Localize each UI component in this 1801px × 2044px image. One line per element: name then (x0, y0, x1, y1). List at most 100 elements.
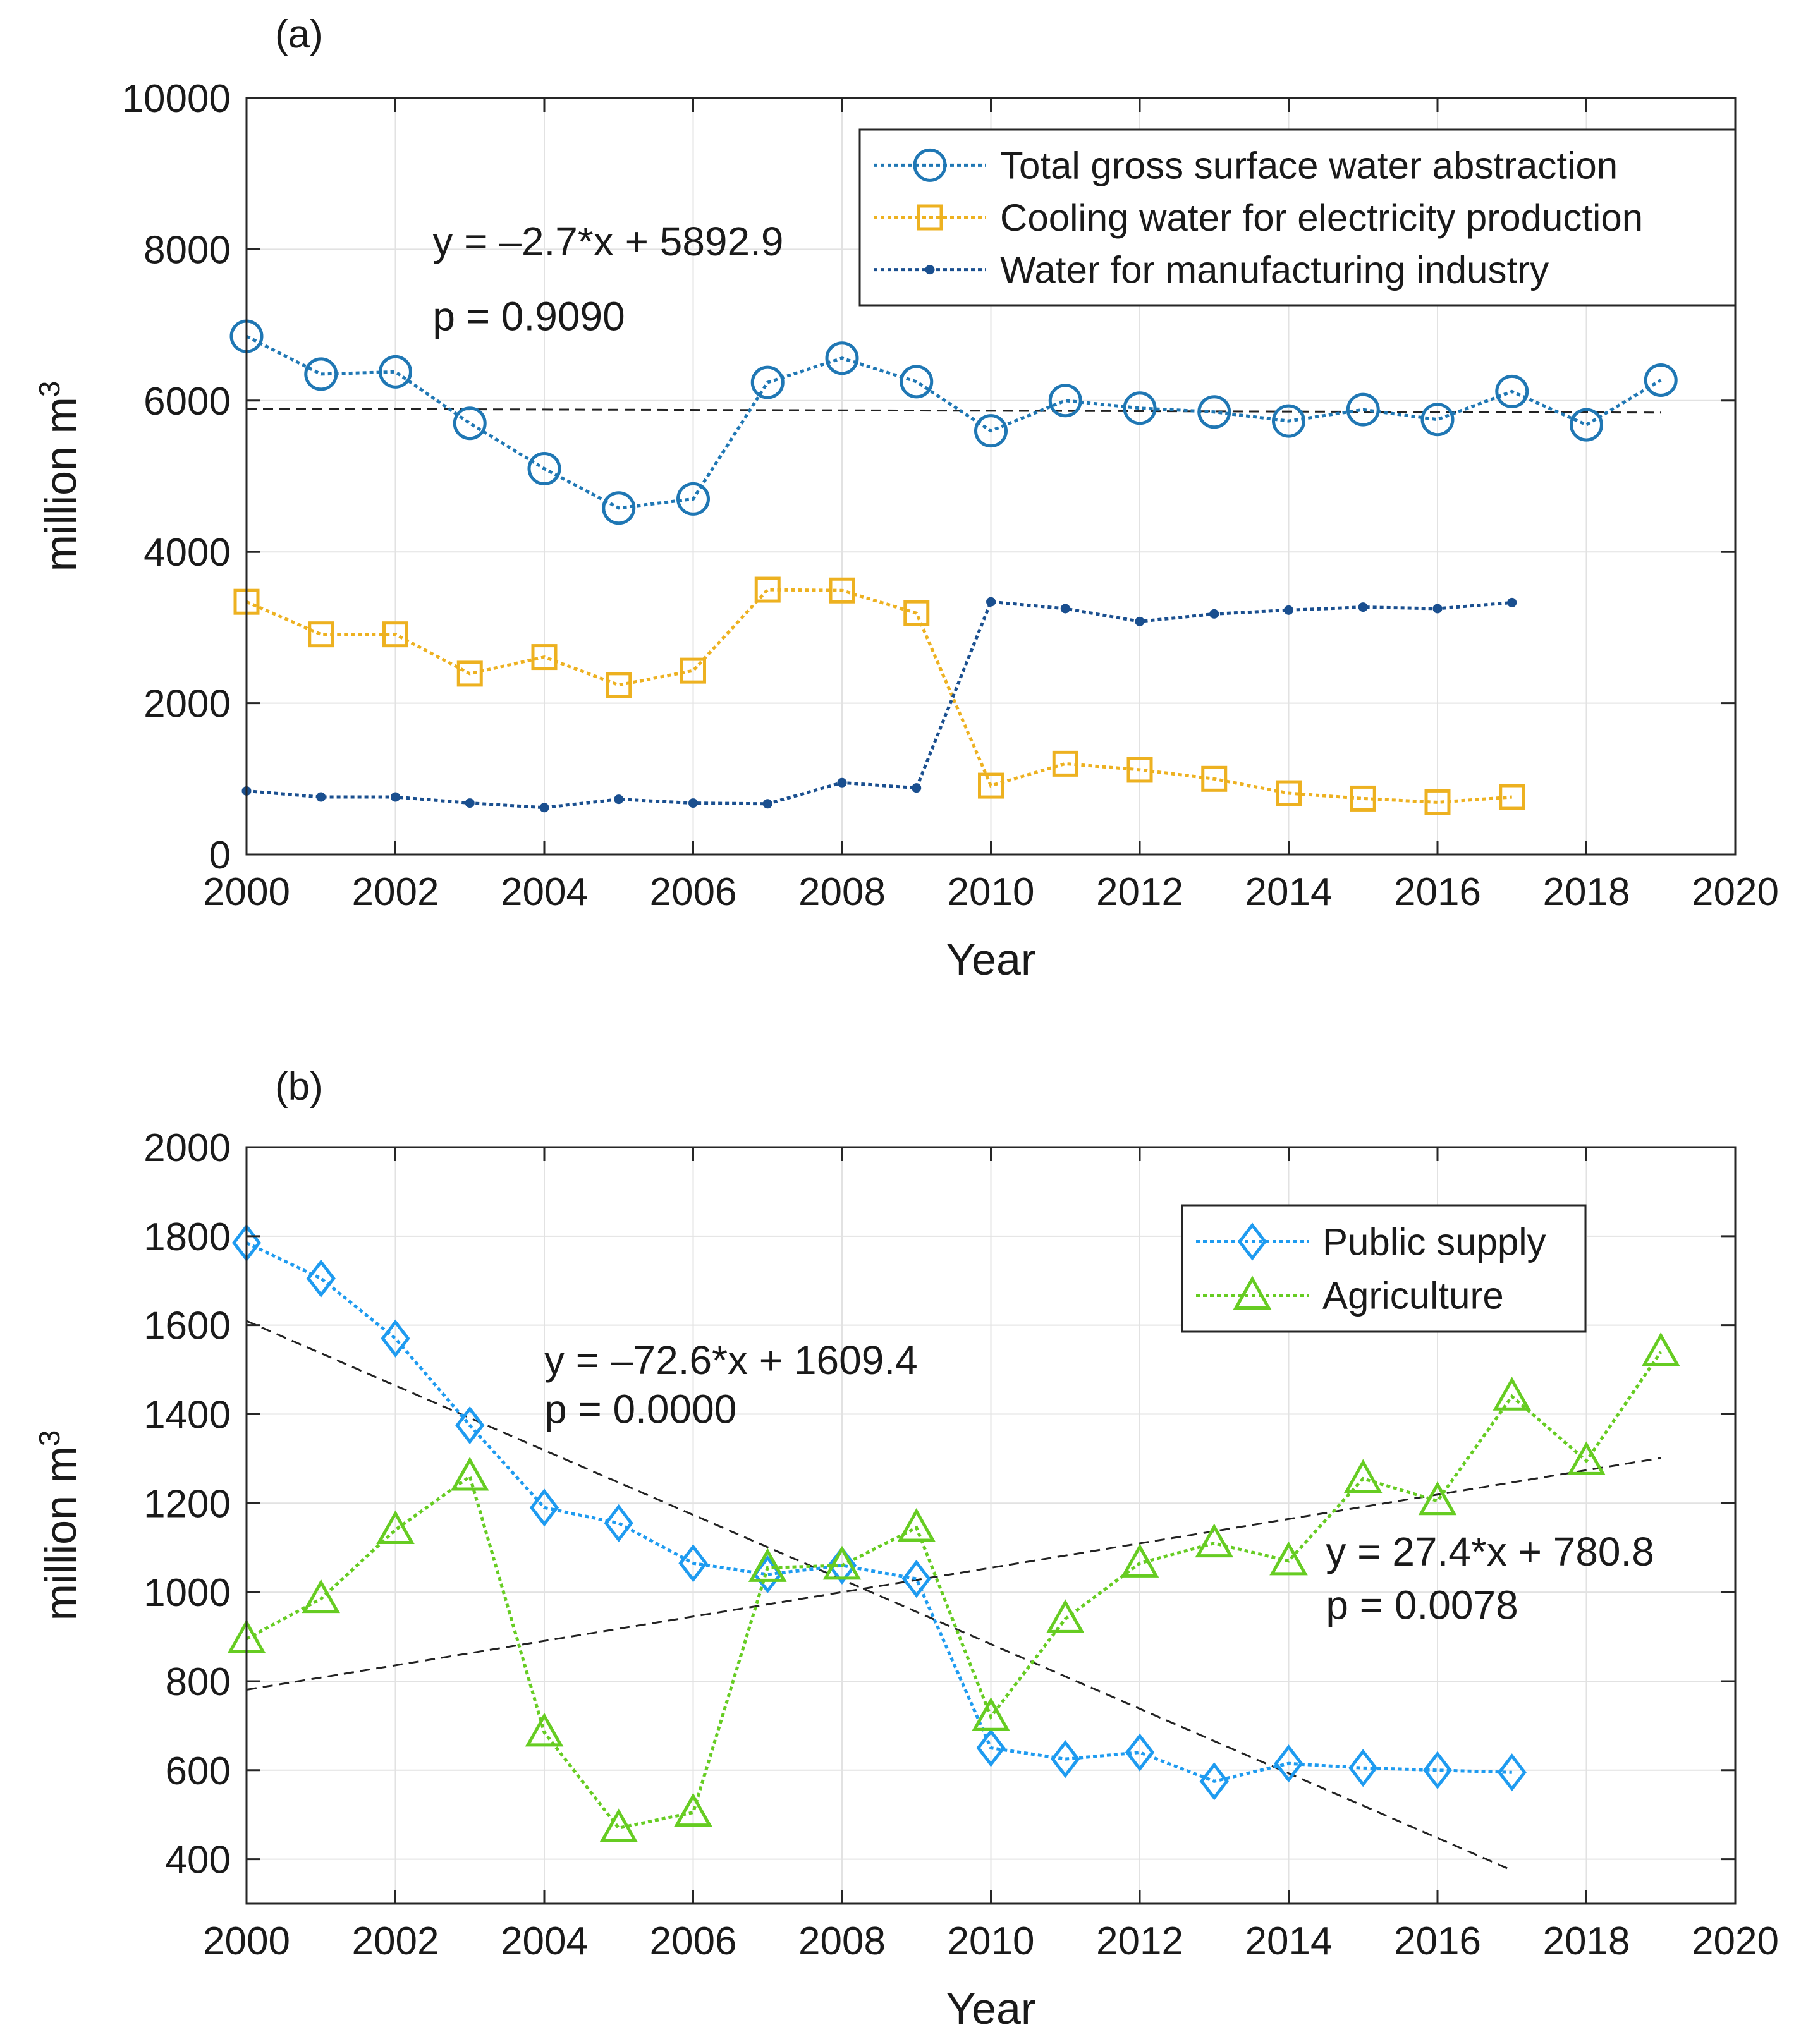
regression-annotation: y = 27.4*x + 780.8 (1326, 1529, 1654, 1574)
data-point (1048, 384, 1082, 418)
data-point (1269, 1541, 1308, 1576)
data-point (1123, 391, 1157, 425)
legend-marker (913, 148, 947, 182)
x-tick-label: 2000 (203, 1919, 290, 1963)
data-point (1201, 765, 1228, 792)
data-point (382, 621, 408, 648)
data-point (754, 576, 781, 603)
y-tick-label: 800 (166, 1660, 231, 1704)
series-water-for-manufacturing-industry (241, 597, 1517, 813)
y-tick-label: 2000 (143, 1126, 231, 1170)
legend: Total gross surface water abstraction Coo… (858, 128, 1737, 307)
data-point (897, 1507, 936, 1542)
data-point (453, 406, 487, 441)
y-tick-label: 2000 (143, 683, 231, 726)
y-tick-label: 400 (166, 1839, 231, 1882)
series-agriculture (227, 1332, 1680, 1842)
legend-box (858, 128, 1737, 307)
y-axis-label-superscript: 3 (33, 1430, 66, 1447)
x-tick-label: 2012 (1096, 1919, 1183, 1963)
legend-label: Total gross surface water abstraction (1000, 144, 1618, 186)
legend-label: Cooling water for electricity production (1000, 197, 1643, 239)
data-point (1644, 363, 1678, 397)
legend-label: Agriculture (1322, 1275, 1504, 1317)
data-point (972, 1697, 1010, 1731)
y-tick-label: 1200 (143, 1482, 231, 1526)
data-point (525, 1712, 564, 1747)
data-point (1493, 1377, 1532, 1411)
data-point (604, 1504, 633, 1543)
x-tick-label: 2014 (1245, 870, 1333, 914)
data-point (1358, 602, 1368, 612)
data-point (450, 1456, 489, 1491)
data-point (1052, 750, 1078, 777)
data-point (827, 1546, 857, 1585)
data-point (986, 597, 996, 607)
series-line (245, 334, 1662, 510)
data-point (978, 772, 1004, 799)
data-point (1420, 403, 1455, 437)
data-point (901, 1559, 931, 1598)
y-tick-label: 1800 (143, 1215, 231, 1259)
x-tick-label: 2004 (501, 1919, 588, 1963)
y-axis-label: million m3 (33, 1430, 85, 1621)
data-point (903, 600, 930, 626)
data-point (529, 1488, 559, 1527)
x-tick-label: 2014 (1245, 1919, 1333, 1963)
data-point (688, 798, 698, 808)
y-axis-label-superscript: 3 (33, 381, 66, 398)
data-point (1276, 780, 1302, 806)
x-tick-label: 2010 (948, 870, 1035, 914)
data-point (391, 792, 400, 802)
series-line (246, 600, 1512, 810)
data-point (599, 1808, 638, 1842)
y-tick-label: 1400 (143, 1393, 231, 1437)
data-point (606, 672, 632, 698)
data-point (527, 452, 561, 486)
x-tick-label: 2018 (1543, 870, 1630, 914)
data-point (602, 491, 636, 525)
data-point (1567, 1441, 1606, 1475)
x-tick-label: 2006 (650, 870, 737, 914)
data-point (1343, 1459, 1383, 1493)
data-point (302, 1579, 341, 1614)
data-point (762, 799, 772, 809)
legend-label: Water for manufacturing industry (1000, 249, 1549, 291)
x-tick-label: 2002 (352, 1919, 439, 1963)
data-point (1350, 785, 1376, 812)
data-point (1348, 1749, 1378, 1787)
data-point (1195, 1523, 1234, 1558)
x-axis-label: Year (946, 1984, 1035, 2033)
series-total-gross-surface-water-abstraction (229, 319, 1678, 525)
data-point (1199, 1762, 1229, 1801)
x-tick-label: 2002 (352, 870, 439, 914)
data-point (308, 621, 334, 648)
x-tick-label: 2000 (203, 870, 290, 914)
data-point (1497, 1753, 1527, 1792)
data-point (1424, 789, 1451, 815)
legend-marker (925, 265, 935, 275)
data-point (465, 798, 475, 808)
data-point (1570, 408, 1603, 442)
data-point (678, 1544, 708, 1583)
data-point (304, 357, 338, 391)
data-point (1126, 757, 1153, 783)
data-point (825, 341, 859, 375)
data-point (829, 577, 855, 604)
data-point (974, 414, 1008, 448)
series-public-supply (231, 1224, 1527, 1801)
regression-annotation: p = 0.0078 (1326, 1582, 1518, 1627)
data-point (976, 1729, 1006, 1767)
data-point (837, 777, 847, 788)
legend-marker (1233, 1275, 1272, 1310)
x-axis-label: Year (946, 935, 1035, 984)
legend: Public supply Agriculture (1181, 1204, 1587, 1333)
y-tick-label: 10000 (122, 77, 231, 121)
data-point (1051, 1740, 1080, 1779)
y-tick-label: 4000 (143, 531, 231, 575)
data-point (748, 1548, 787, 1582)
series-line (245, 1351, 1663, 1830)
x-tick-label: 2006 (650, 1919, 737, 1963)
data-point (1274, 1744, 1303, 1783)
data-point (381, 1319, 410, 1358)
